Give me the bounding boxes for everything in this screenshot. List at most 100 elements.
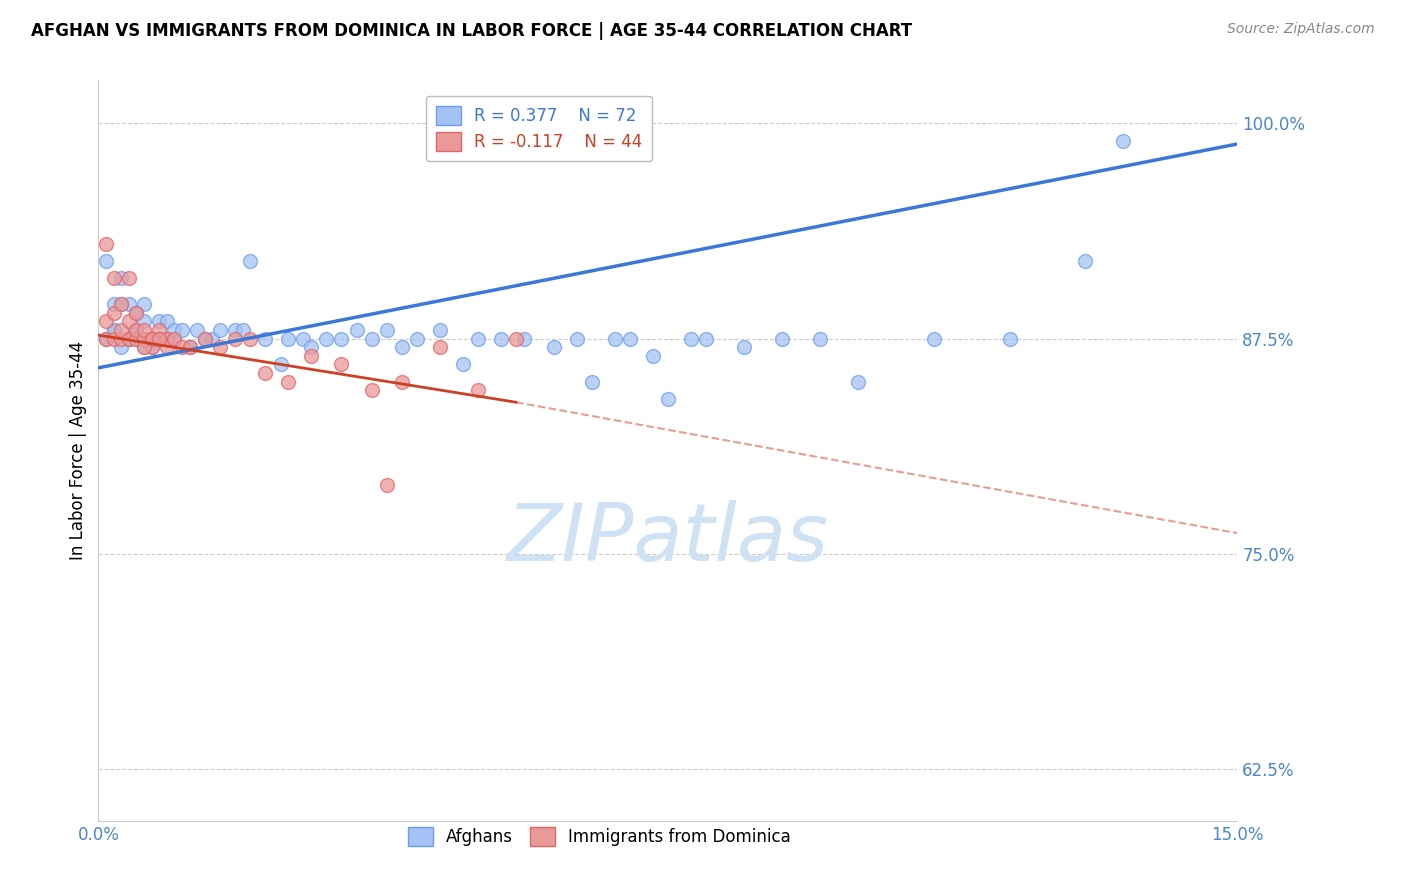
Point bbox=[277, 332, 299, 346]
Y-axis label: In Labor Force | Age 35-44: In Labor Force | Age 35-44 bbox=[69, 341, 87, 560]
Point bbox=[118, 314, 141, 328]
Point bbox=[406, 848, 429, 863]
Text: ZIPatlas: ZIPatlas bbox=[506, 500, 830, 578]
Point bbox=[770, 332, 793, 346]
Point bbox=[489, 332, 512, 346]
Text: Source: ZipAtlas.com: Source: ZipAtlas.com bbox=[1227, 22, 1375, 37]
Point bbox=[315, 332, 337, 346]
Point bbox=[505, 332, 527, 346]
Point bbox=[103, 297, 125, 311]
Point bbox=[94, 236, 117, 251]
Point bbox=[141, 332, 163, 346]
Point bbox=[103, 306, 125, 320]
Point bbox=[103, 323, 125, 337]
Legend: Afghans, Immigrants from Dominica: Afghans, Immigrants from Dominica bbox=[401, 821, 797, 853]
Point bbox=[657, 392, 679, 406]
Point bbox=[270, 357, 292, 371]
Point bbox=[148, 323, 170, 337]
Point bbox=[110, 271, 132, 285]
Point bbox=[103, 323, 125, 337]
Point bbox=[110, 323, 132, 337]
Point bbox=[406, 332, 429, 346]
Point bbox=[148, 332, 170, 346]
Point bbox=[232, 323, 254, 337]
Point bbox=[1074, 254, 1097, 268]
Point bbox=[118, 332, 141, 346]
Point bbox=[148, 332, 170, 346]
Point bbox=[132, 332, 155, 346]
Point bbox=[360, 383, 382, 397]
Point bbox=[179, 340, 201, 354]
Point bbox=[391, 375, 413, 389]
Point bbox=[163, 332, 186, 346]
Point bbox=[391, 340, 413, 354]
Point bbox=[224, 323, 246, 337]
Point bbox=[641, 349, 664, 363]
Point bbox=[103, 332, 125, 346]
Point bbox=[360, 332, 382, 346]
Point bbox=[125, 332, 148, 346]
Point bbox=[94, 254, 117, 268]
Point bbox=[125, 323, 148, 337]
Point bbox=[141, 332, 163, 346]
Point bbox=[254, 366, 277, 380]
Point bbox=[239, 254, 262, 268]
Point bbox=[330, 332, 353, 346]
Point bbox=[110, 297, 132, 311]
Point bbox=[163, 332, 186, 346]
Point bbox=[141, 340, 163, 354]
Point bbox=[194, 332, 217, 346]
Point bbox=[163, 323, 186, 337]
Point bbox=[125, 306, 148, 320]
Point bbox=[451, 357, 474, 371]
Point bbox=[619, 332, 641, 346]
Point bbox=[148, 314, 170, 328]
Point bbox=[299, 349, 322, 363]
Point bbox=[132, 314, 155, 328]
Point bbox=[543, 340, 565, 354]
Point bbox=[179, 340, 201, 354]
Point bbox=[141, 340, 163, 354]
Point bbox=[375, 323, 398, 337]
Point bbox=[208, 323, 231, 337]
Point bbox=[194, 332, 217, 346]
Point bbox=[110, 332, 132, 346]
Point bbox=[148, 332, 170, 346]
Point bbox=[125, 332, 148, 346]
Point bbox=[467, 332, 489, 346]
Point bbox=[110, 340, 132, 354]
Point bbox=[132, 332, 155, 346]
Point bbox=[922, 332, 945, 346]
Point bbox=[208, 340, 231, 354]
Point bbox=[132, 340, 155, 354]
Point bbox=[330, 357, 353, 371]
Point bbox=[103, 271, 125, 285]
Point bbox=[156, 332, 179, 346]
Point bbox=[998, 332, 1021, 346]
Point bbox=[118, 332, 141, 346]
Point bbox=[277, 375, 299, 389]
Point bbox=[186, 323, 208, 337]
Point bbox=[156, 340, 179, 354]
Point bbox=[156, 314, 179, 328]
Point bbox=[299, 340, 322, 354]
Point bbox=[695, 332, 717, 346]
Point bbox=[565, 332, 588, 346]
Point bbox=[846, 375, 869, 389]
Point bbox=[118, 297, 141, 311]
Point bbox=[292, 332, 315, 346]
Point bbox=[141, 332, 163, 346]
Point bbox=[201, 332, 224, 346]
Point bbox=[94, 332, 117, 346]
Point bbox=[132, 340, 155, 354]
Point bbox=[132, 297, 155, 311]
Point bbox=[346, 323, 368, 337]
Point bbox=[156, 332, 179, 346]
Point bbox=[125, 306, 148, 320]
Point bbox=[132, 323, 155, 337]
Point bbox=[94, 314, 117, 328]
Point bbox=[733, 340, 755, 354]
Point bbox=[148, 332, 170, 346]
Point bbox=[1112, 134, 1135, 148]
Text: AFGHAN VS IMMIGRANTS FROM DOMINICA IN LABOR FORCE | AGE 35-44 CORRELATION CHART: AFGHAN VS IMMIGRANTS FROM DOMINICA IN LA… bbox=[31, 22, 912, 40]
